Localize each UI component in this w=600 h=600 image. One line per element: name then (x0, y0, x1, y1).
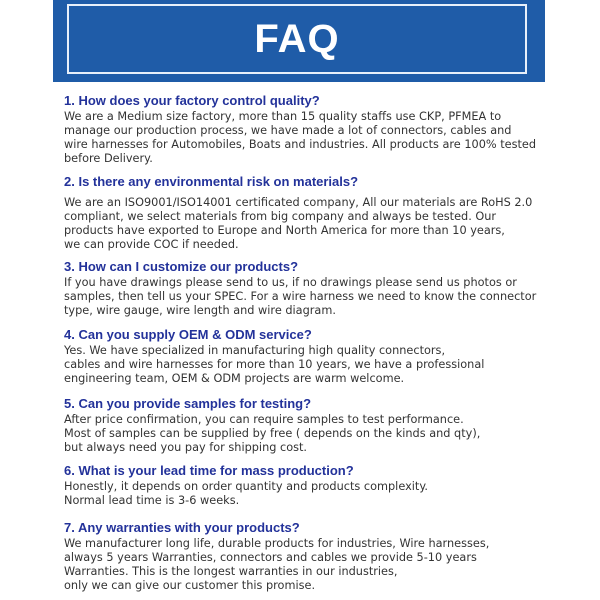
faq-answer-line: engineering team, OEM & ODM projects are… (64, 372, 405, 385)
faq-answer-line: If you have drawings please send to us, … (64, 276, 517, 289)
faq-banner: FAQ (53, 0, 545, 82)
faq-answer-line: wire harnesses for Automobiles, Boats an… (64, 138, 537, 151)
faq-answer-line: always 5 years Warranties, connectors an… (64, 551, 477, 564)
faq-answer-line: cables and wire harnesses for more than … (64, 358, 485, 371)
faq-answer-line: Honestly, it depends on order quantity a… (64, 480, 428, 493)
page-title: FAQ (254, 17, 340, 61)
faq-answer-line: but always need you pay for shipping cos… (64, 441, 308, 454)
faq-item: 4. Can you supply OEM & ODM service? Yes.… (64, 327, 564, 386)
faq-question: 7. Any warranties with your products? (64, 520, 300, 535)
faq-question: 2. Is there any environmental risk on ma… (64, 174, 359, 189)
banner-border: FAQ (67, 4, 527, 74)
faq-answer-line: products have exported to Europe and Nor… (64, 224, 505, 237)
faq-answer-line: samples, then tell us your SPEC. For a w… (64, 290, 537, 303)
faq-answer-line: Most of samples can be supplied by free … (64, 427, 481, 440)
faq-answer: Yes. We have specialized in manufacturin… (64, 344, 564, 386)
faq-answer-line: Normal lead time is 3-6 weeks. (64, 494, 240, 507)
faq-item: 7. Any warranties with your products? We … (64, 520, 564, 593)
faq-answer: Honestly, it depends on order quantity a… (64, 480, 564, 508)
faq-answer: We manufacturer long life, durable produ… (64, 537, 564, 593)
faq-item: 5. Can you provide samples for testing? A… (64, 396, 564, 455)
faq-answer-line: We manufacturer long life, durable produ… (64, 537, 490, 550)
faq-question: 6. What is your lead time for mass produ… (64, 463, 354, 478)
faq-question: 1. How does your factory control quality… (64, 93, 320, 108)
faq-question: 4. Can you supply OEM & ODM service? (64, 327, 312, 342)
faq-answer-line: before Delivery. (64, 152, 153, 165)
faq-answer-line: Warranties. This is the longest warranti… (64, 565, 398, 578)
faq-answer: If you have drawings please send to us, … (64, 276, 564, 318)
faq-question: 5. Can you provide samples for testing? (64, 396, 312, 411)
faq-answer: We are a Medium size factory, more than … (64, 110, 564, 166)
faq-answer-line: We are a Medium size factory, more than … (64, 110, 502, 123)
faq-answer: After price confirmation, you can requir… (64, 413, 564, 455)
faq-answer-line: We are an ISO9001/ISO14001 certificated … (64, 196, 533, 209)
faq-answer-line: type, wire gauge, wire length and wire d… (64, 304, 336, 317)
faq-answer-line: we can provide COC if needed. (64, 238, 239, 251)
faq-answer: We are an ISO9001/ISO14001 certificated … (64, 196, 564, 252)
faq-answer-line: compliant, we select materials from big … (64, 210, 497, 223)
faq-item: 1. How does your factory control quality… (64, 93, 564, 166)
faq-answer-line: only we can give our customer this promi… (64, 579, 316, 592)
faq-answer-line: Yes. We have specialized in manufacturin… (64, 344, 446, 357)
faq-item: 2. Is there any environmental risk on ma… (64, 174, 564, 252)
faq-answer-line: manage our production process, we have m… (64, 124, 512, 137)
faq-item: 3. How can I customize our products? If y… (64, 259, 564, 318)
faq-answer-line: After price confirmation, you can requir… (64, 413, 464, 426)
faq-question: 3. How can I customize our products? (64, 259, 299, 274)
faq-item: 6. What is your lead time for mass produ… (64, 463, 564, 508)
